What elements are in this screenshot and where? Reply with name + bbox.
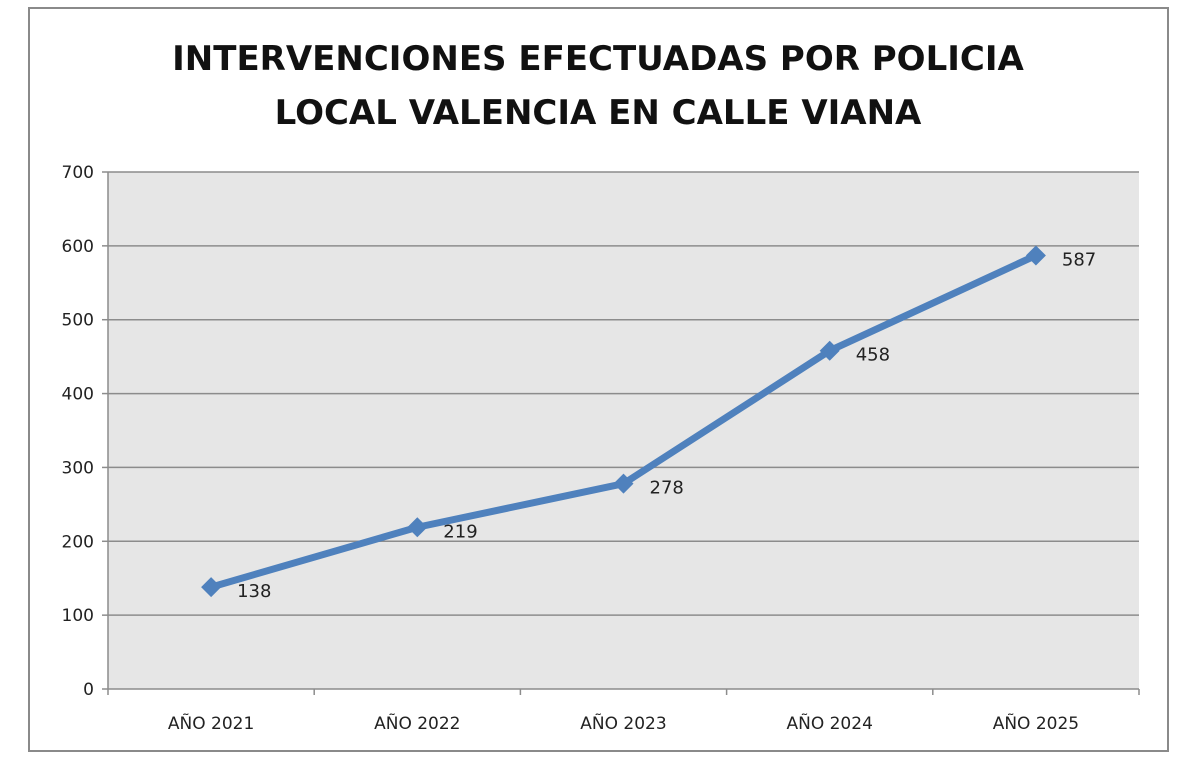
data-point-marker: [407, 517, 428, 538]
y-tick-label: 700: [62, 163, 94, 183]
data-label: 458: [856, 345, 890, 366]
data-label: 278: [650, 478, 684, 499]
x-tick-label: AÑO 2021: [168, 712, 254, 734]
y-tick-label: 300: [62, 458, 94, 478]
x-tick-label: AÑO 2024: [786, 712, 872, 734]
y-tick-label: 0: [83, 680, 94, 700]
data-point-marker: [1025, 245, 1046, 266]
data-point-marker: [201, 577, 222, 598]
chart-title-line-2: LOCAL VALENCIA EN CALLE VIANA: [275, 93, 922, 133]
x-tick-label: AÑO 2025: [993, 712, 1079, 734]
plot-area: [108, 172, 1139, 689]
y-tick-label: 400: [62, 385, 94, 405]
data-point-marker: [819, 340, 840, 361]
x-tick-label: AÑO 2022: [374, 712, 460, 734]
y-tick-label: 600: [62, 237, 94, 257]
data-label: 219: [443, 521, 477, 542]
data-label: 587: [1062, 249, 1096, 270]
y-tick-label: 100: [62, 606, 94, 626]
x-tick-label: AÑO 2023: [580, 712, 666, 734]
y-tick-label: 500: [62, 311, 94, 331]
y-tick-label: 200: [62, 532, 94, 552]
data-point-marker: [613, 473, 634, 494]
data-label: 138: [237, 581, 271, 602]
chart-title-line-1: INTERVENCIONES EFECTUADAS POR POLICIA: [172, 39, 1024, 79]
